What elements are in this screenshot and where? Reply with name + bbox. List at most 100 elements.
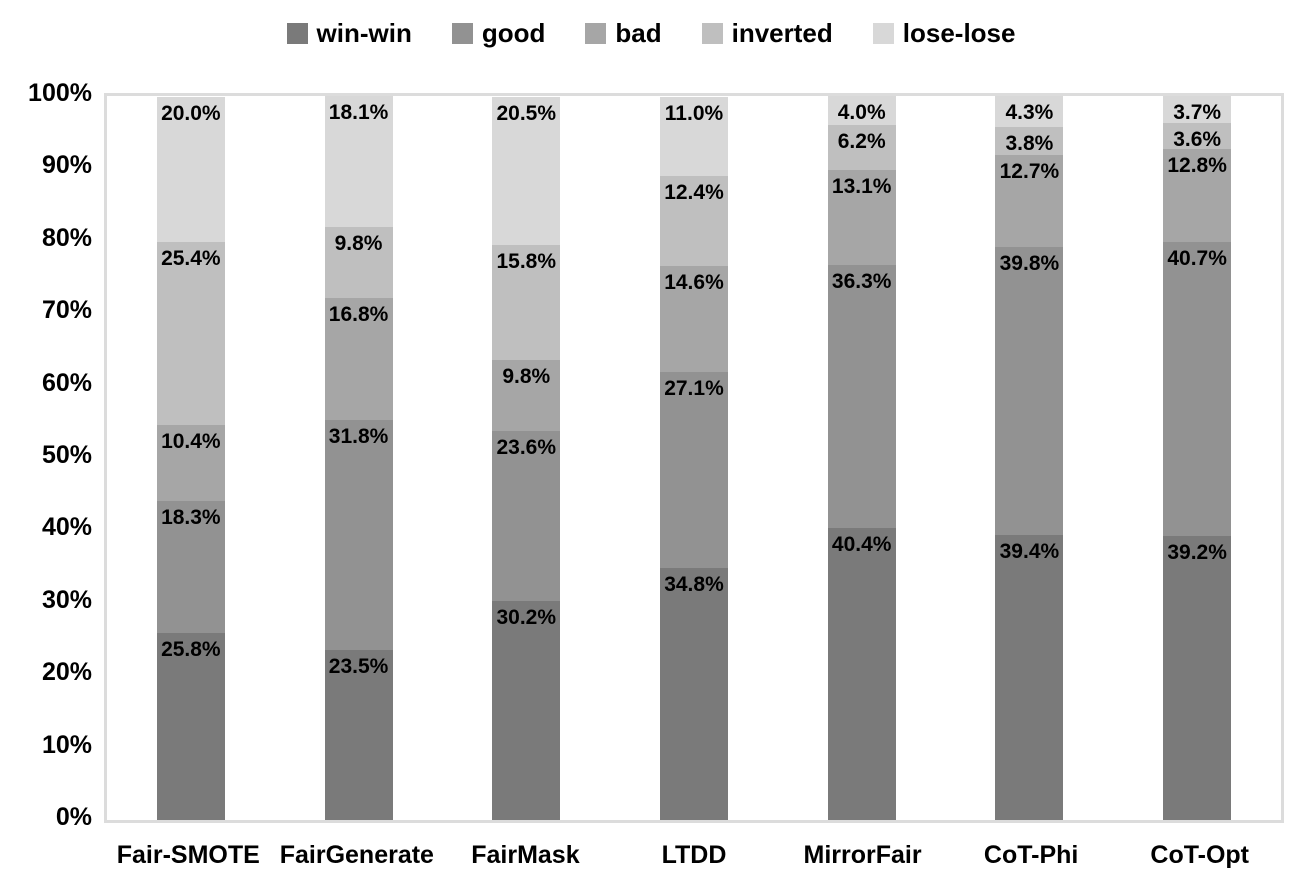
stacked-bar: 20.5% 15.8% 9.8% 23.6% 30.2% [492, 96, 561, 820]
data-label: 12.4% [664, 181, 724, 205]
data-label: 3.6% [1173, 127, 1222, 151]
stacked-bar: 4.0% 6.2% 13.1% 36.3% 40.4% [827, 96, 896, 820]
data-label: 25.8% [161, 638, 221, 662]
x-axis-label: FairMask [471, 841, 580, 869]
data-label: 11.0% [664, 101, 724, 125]
y-tick-label: 40% [41, 513, 92, 542]
bar-column: 11.0% 12.4% 14.6% 27.1% 34.8% [610, 96, 778, 820]
bar-segment-lose-lose: 4.0% [827, 96, 896, 125]
legend-label: bad [615, 18, 662, 48]
y-tick-label: 100% [28, 79, 92, 107]
bar-segment-bad: 16.8% [324, 298, 393, 420]
bar-segment-inverted: 3.8% [995, 127, 1064, 156]
stacked-bar: 4.3% 3.8% 12.7% 39.8% 39.4% [995, 96, 1064, 820]
x-axis-label: Fair-SMOTE [116, 841, 260, 869]
data-label: 36.3% [831, 269, 892, 293]
legend-swatch-icon [872, 23, 894, 44]
data-label: 12.7% [999, 159, 1060, 183]
bar-segment-win-win: 34.8% [659, 568, 728, 820]
y-tick-label: 20% [41, 658, 92, 687]
data-label: 18.3% [161, 505, 221, 529]
bar-column: 20.0% 25.4% 10.4% 18.3% 25.8% [107, 96, 275, 820]
bar-segment-inverted: 12.4% [659, 176, 728, 267]
x-axis-label: LTDD [661, 841, 727, 869]
x-axis: Fair-SMOTE FairGenerate FairMask LTDD Mirror… [104, 840, 1284, 874]
bar-segment-bad: 12.8% [1163, 148, 1232, 242]
bar-column: 20.5% 15.8% 9.8% 23.6% 30.2% [442, 96, 610, 820]
legend-label: win-win [316, 18, 412, 48]
data-label: 23.5% [328, 654, 389, 678]
y-tick-label: 30% [41, 585, 92, 614]
legend-label: inverted [731, 18, 833, 48]
y-tick-label: 60% [41, 368, 92, 397]
legend-item-good: good [451, 18, 545, 49]
bar-segment-bad: 12.7% [995, 154, 1064, 247]
legend-item-win-win: win-win [286, 18, 412, 49]
plot-area: 20.0% 25.4% 10.4% 18.3% 25.8% 18.1% 9.8% 16.8% 3… [104, 93, 1284, 823]
data-label: 20.0% [161, 101, 221, 125]
data-label: 25.4% [161, 246, 221, 270]
stacked-bar: 11.0% 12.4% 14.6% 27.1% 34.8% [659, 96, 728, 820]
data-label: 4.0% [837, 101, 886, 125]
bar-segment-inverted: 15.8% [492, 245, 561, 360]
bar-segment-win-win: 25.8% [156, 633, 225, 820]
data-label: 18.1% [328, 101, 389, 125]
stacked-bar: 18.1% 9.8% 16.8% 31.8% 23.5% [324, 96, 393, 820]
stacked-bar: 20.0% 25.4% 10.4% 18.3% 25.8% [156, 96, 225, 820]
data-label: 34.8% [664, 573, 724, 597]
data-label: 16.8% [328, 303, 389, 327]
y-axis: 0% 10% 20% 30% 40% 50% 60% 70% 80% 90% 100% [0, 0, 92, 888]
data-label: 39.2% [1167, 541, 1227, 565]
data-label: 12.8% [1167, 153, 1227, 177]
data-label: 39.8% [999, 251, 1060, 275]
bar-column: 4.0% 6.2% 13.1% 36.3% 40.4% [778, 96, 946, 820]
data-label: 31.8% [328, 424, 389, 448]
y-tick-label: 10% [41, 730, 92, 759]
bar-segment-bad: 9.8% [492, 359, 561, 431]
legend-item-inverted: inverted [701, 18, 833, 49]
bar-segment-lose-lose: 18.1% [324, 96, 393, 228]
data-label: 10.4% [161, 430, 221, 454]
bar-segment-lose-lose: 20.5% [492, 96, 561, 246]
data-label: 3.7% [1173, 101, 1222, 125]
data-label: 40.4% [831, 532, 892, 556]
bar-column: 3.7% 3.6% 12.8% 40.7% 39.2% [1113, 96, 1281, 820]
data-label: 20.5% [496, 101, 557, 125]
bar-segment-lose-lose: 4.3% [995, 96, 1064, 128]
stacked-bar: 3.7% 3.6% 12.8% 40.7% 39.2% [1163, 96, 1232, 820]
data-label: 9.8% [502, 364, 551, 388]
bar-column: 4.3% 3.8% 12.7% 39.8% 39.4% [946, 96, 1114, 820]
bar-segment-bad: 10.4% [156, 425, 225, 501]
y-tick-label: 0% [55, 803, 92, 831]
bar-segment-inverted: 6.2% [827, 125, 896, 170]
bar-segment-win-win: 40.4% [827, 527, 896, 820]
y-tick-label: 80% [41, 223, 92, 252]
bar-segment-win-win: 30.2% [492, 601, 561, 820]
bar-segment-lose-lose: 3.7% [1163, 96, 1232, 125]
bar-segment-good: 36.3% [827, 264, 896, 528]
legend-swatch-icon [585, 23, 607, 44]
legend-swatch-icon [701, 23, 723, 44]
bar-segment-bad: 13.1% [827, 169, 896, 265]
y-tick-label: 50% [41, 441, 92, 469]
x-axis-label: CoT-Phi [983, 841, 1079, 869]
bar-segment-lose-lose: 11.0% [659, 96, 728, 177]
data-label: 30.2% [496, 606, 557, 630]
bar-segment-good: 31.8% [324, 419, 393, 650]
data-label: 27.1% [664, 376, 724, 400]
data-label: 13.1% [831, 174, 892, 198]
legend-swatch-icon [286, 23, 308, 44]
data-label: 40.7% [1167, 246, 1227, 270]
bar-segment-good: 23.6% [492, 430, 561, 602]
bar-segment-inverted: 3.6% [1163, 122, 1232, 151]
bar-segment-win-win: 23.5% [324, 649, 393, 820]
x-axis-label: FairGenerate [279, 841, 434, 869]
data-label: 3.8% [1005, 132, 1054, 156]
legend-swatch-icon [451, 23, 473, 44]
data-label: 39.4% [999, 539, 1060, 563]
chart-legend: win-win good bad inverted lose-lose [0, 18, 1302, 49]
data-label: 6.2% [837, 130, 886, 153]
bar-segment-win-win: 39.4% [995, 534, 1064, 820]
x-axis-label: CoT-Opt [1150, 841, 1249, 869]
